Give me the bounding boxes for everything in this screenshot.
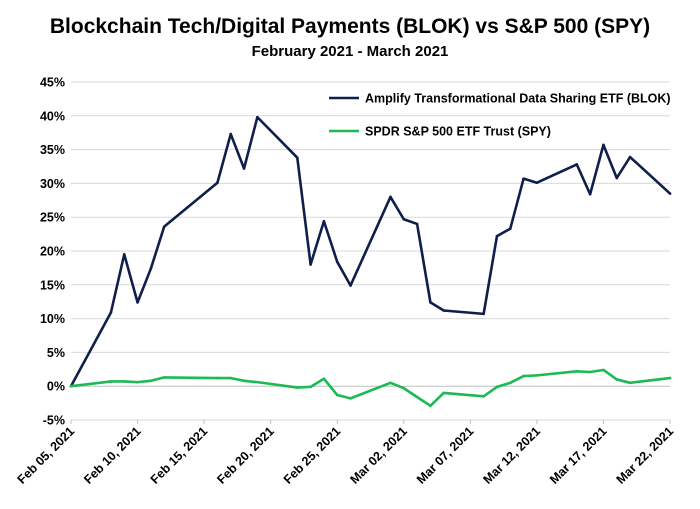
- data-point: [216, 181, 219, 185]
- y-axis-ticks: -5% 0% 5% 10% 15% 20% 25% 30% 35% 40% 45%: [40, 76, 65, 428]
- data-point: [588, 192, 592, 196]
- data-point: [628, 381, 632, 385]
- data-point: [628, 155, 632, 159]
- data-point: [229, 132, 233, 136]
- y-tick-label: -5%: [43, 414, 65, 428]
- data-point: [309, 263, 312, 266]
- data-point: [136, 380, 139, 384]
- data-point: [575, 370, 579, 373]
- data-point: [588, 370, 592, 374]
- legend-entry: SPDR S&P 500 ETF Trust (SPY): [365, 125, 551, 139]
- x-tick-label: Feb 15, 2021: [148, 424, 211, 487]
- data-point: [242, 167, 246, 170]
- series-0: [69, 115, 672, 388]
- data-point: [295, 386, 299, 389]
- data-point: [482, 395, 485, 398]
- data-point: [162, 376, 166, 379]
- data-point: [535, 374, 539, 377]
- data-point: [668, 376, 672, 380]
- data-point: [442, 391, 446, 395]
- legend: Amplify Transformational Data Sharing ET…: [329, 92, 671, 139]
- data-point: [402, 217, 406, 221]
- data-point: [508, 381, 512, 385]
- data-point: [575, 163, 579, 166]
- data-point: [415, 395, 419, 399]
- data-point: [602, 368, 605, 372]
- x-tick-label: Mar 07, 2021: [414, 424, 477, 487]
- series-lines: [69, 115, 672, 408]
- x-tick-label: Mar 12, 2021: [481, 424, 544, 487]
- data-point: [522, 374, 525, 378]
- data-point: [322, 377, 326, 381]
- data-point: [415, 222, 419, 226]
- x-tick-label: Mar 02, 2021: [347, 424, 410, 487]
- data-point: [256, 380, 259, 384]
- data-point: [495, 385, 499, 389]
- data-point: [429, 404, 432, 408]
- y-tick-label: 10%: [40, 312, 65, 326]
- data-point: [508, 227, 512, 230]
- data-point: [389, 381, 392, 385]
- data-point: [482, 312, 485, 316]
- y-tick-label: 20%: [40, 245, 65, 259]
- series-1: [69, 368, 672, 408]
- data-point: [535, 181, 539, 185]
- y-tick-label: 25%: [40, 211, 65, 225]
- data-point: [69, 384, 73, 388]
- y-tick-label: 40%: [40, 109, 65, 123]
- y-tick-label: 15%: [40, 278, 65, 292]
- data-point: [668, 192, 672, 195]
- data-point: [495, 234, 499, 238]
- x-tick-label: Feb 20, 2021: [214, 424, 277, 487]
- data-point: [216, 376, 219, 380]
- data-point: [335, 260, 339, 264]
- data-point: [389, 195, 392, 199]
- x-tick-label: Mar 17, 2021: [547, 424, 610, 487]
- data-point: [309, 385, 312, 389]
- y-tick-label: 5%: [47, 346, 65, 360]
- y-tick-label: 45%: [40, 76, 65, 90]
- chart-subtitle: February 2021 - March 2021: [252, 43, 449, 60]
- data-point: [522, 177, 525, 180]
- data-point: [256, 115, 259, 119]
- data-point: [402, 386, 406, 390]
- x-tick-label: Feb 05, 2021: [15, 424, 78, 487]
- data-point: [149, 267, 153, 270]
- y-tick-label: 0%: [47, 380, 65, 394]
- data-point: [442, 309, 446, 312]
- x-axis-ticks: Feb 05, 2021 Feb 10, 2021 Feb 15, 2021 Feb …: [15, 420, 677, 487]
- chart-title: Blockchain Tech/Digital Payments (BLOK) …: [50, 15, 650, 38]
- data-point: [349, 397, 352, 400]
- data-point: [109, 380, 113, 383]
- legend-entry: Amplify Transformational Data Sharing ET…: [365, 92, 671, 106]
- data-point: [322, 219, 326, 223]
- gridlines: [71, 81, 670, 421]
- x-tick-label: Feb 10, 2021: [81, 424, 144, 487]
- data-point: [109, 311, 113, 314]
- data-point: [615, 176, 619, 180]
- data-point: [602, 143, 605, 147]
- x-tick-label: Feb 25, 2021: [281, 424, 344, 487]
- data-point: [229, 376, 233, 380]
- data-point: [122, 380, 126, 383]
- data-point: [335, 393, 339, 397]
- y-tick-label: 35%: [40, 143, 65, 157]
- data-point: [136, 301, 139, 304]
- data-point: [429, 301, 432, 304]
- x-tick-label: Mar 22, 2021: [614, 424, 677, 487]
- y-tick-label: 30%: [40, 177, 65, 191]
- data-point: [242, 379, 246, 383]
- data-point: [349, 284, 352, 287]
- data-point: [295, 156, 299, 160]
- data-point: [162, 225, 166, 228]
- series-line: [69, 115, 672, 388]
- data-point: [615, 378, 619, 381]
- series-line: [69, 368, 672, 408]
- data-point: [149, 379, 153, 383]
- data-point: [122, 253, 126, 256]
